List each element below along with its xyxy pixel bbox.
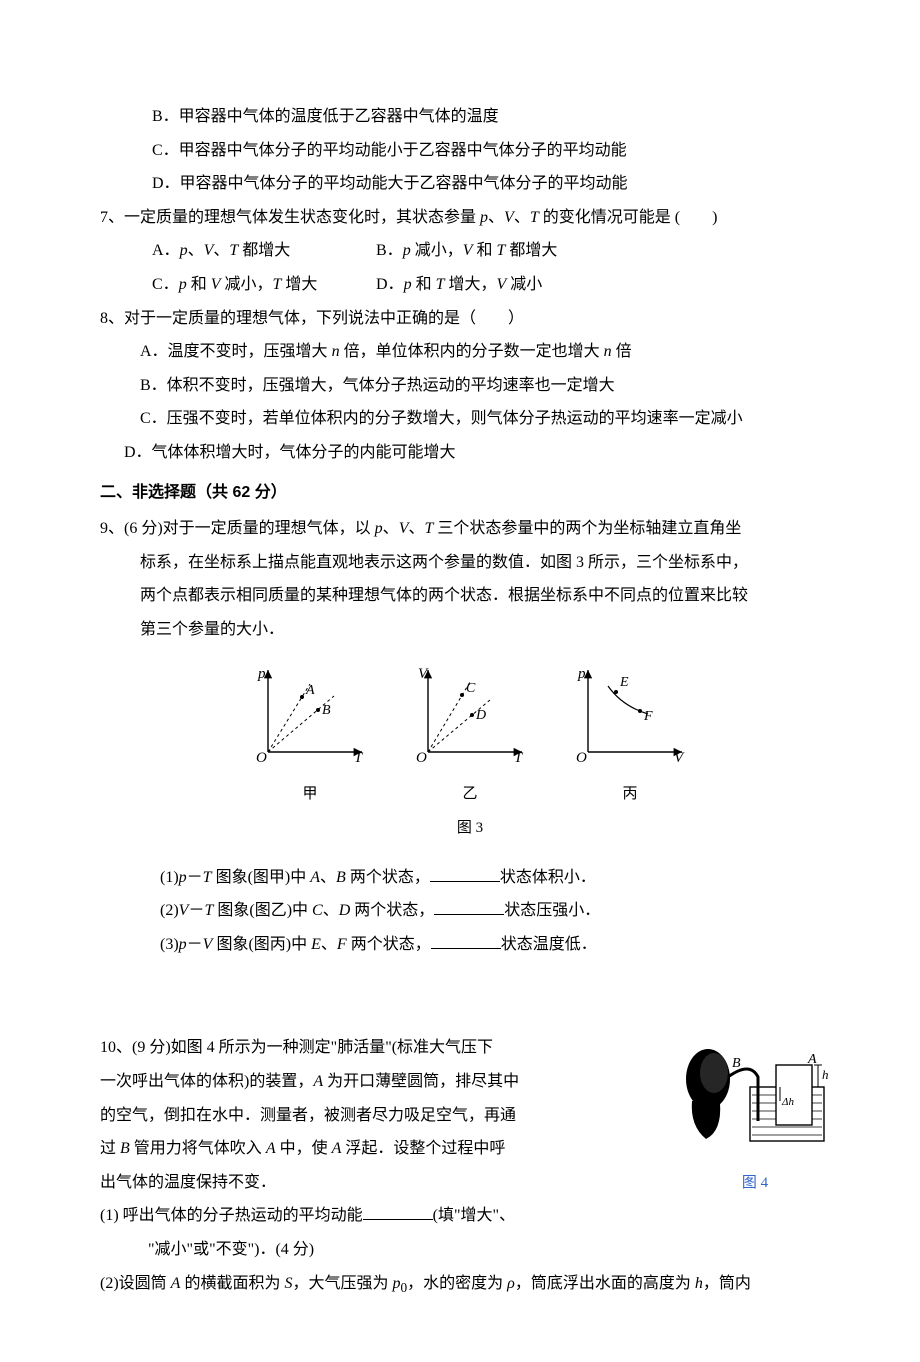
q7-V: V xyxy=(504,209,514,226)
q9-stem-l3: 两个点都表示相同质量的某种理想气体的两个状态．根据坐标系中不同点的位置来比较 xyxy=(100,579,840,613)
svg-text:O: O xyxy=(576,750,587,764)
fig3-panel-2: V T O C D 乙 xyxy=(410,664,530,808)
q6-opt-c: C．甲容器中气体分子的平均动能小于乙容器中气体分子的平均动能 xyxy=(100,134,840,168)
svg-text:V: V xyxy=(674,750,685,764)
q7-opts-line2: C．p 和 V 减小，T 增大 D．p 和 T 增大，V 减小 xyxy=(100,268,840,302)
fig3-panel-1: p T O A B 甲 xyxy=(250,664,370,808)
fig3-label-1: 甲 xyxy=(250,780,370,809)
svg-text:p: p xyxy=(577,666,586,682)
svg-text:A: A xyxy=(305,683,315,698)
q8-opt-d: D．气体体积增大时，气体分子的内能可能增大 xyxy=(100,436,840,470)
q7-T: T xyxy=(530,209,539,226)
svg-text:B: B xyxy=(322,703,331,718)
svg-text:C: C xyxy=(466,681,476,696)
svg-text:Δh: Δh xyxy=(781,1096,794,1108)
svg-text:O: O xyxy=(416,750,427,764)
svg-text:T: T xyxy=(514,750,524,764)
q7-stem: 7、一定质量的理想气体发生状态变化时，其状态参量 p、V、T 的变化情况可能是 … xyxy=(100,201,840,235)
q10-l5: 出气体的温度保持不变． xyxy=(100,1166,620,1200)
q9-stem-l4: 第三个参量的大小． xyxy=(100,613,840,647)
q6-opt-d: D．甲容器中气体分子的平均动能大于乙容器中气体分子的平均动能 xyxy=(100,167,840,201)
q7-stem-pre: 7、一定质量的理想气体发生状态变化时，其状态参量 xyxy=(100,209,480,226)
q9-sub1: (1)p－T 图象(图甲)中 A、B 两个状态，状态体积小． xyxy=(100,861,840,895)
svg-text:T: T xyxy=(354,750,364,764)
q10-l4: 过 B 管用力将气体吹入 A 中，使 A 浮起．设整个过程中呼 xyxy=(100,1132,620,1166)
q7-p: p xyxy=(480,209,488,226)
q10-l3: 的空气，倒扣在水中．测量者，被测者尽力吸足空气，再通 xyxy=(100,1099,620,1133)
svg-text:E: E xyxy=(619,675,629,690)
q7-opt-b: B．p 减小，V 和 T 都增大 xyxy=(376,242,557,259)
q10-sub2: (2)设圆筒 A 的横截面积为 S，大气压强为 p0，水的密度为 ρ，筒底浮出水… xyxy=(100,1267,840,1302)
fig3-caption: 图 3 xyxy=(100,814,840,843)
q7-stem-post: 的变化情况可能是 ( ) xyxy=(539,209,718,226)
q7-opt-d: D．p 和 T 增大，V 减小 xyxy=(376,276,542,293)
svg-text:O: O xyxy=(256,750,267,764)
q10-l1: 10、(9 分)如图 4 所示为一种测定"肺活量"(标准大气压下 xyxy=(100,1031,620,1065)
q10-sub1-l2: "减小"或"不变")．(4 分) xyxy=(100,1233,620,1267)
q8-opt-b: B．体积不变时，压强增大，气体分子热运动的平均速率也一定增大 xyxy=(100,369,840,403)
spacer xyxy=(100,961,840,1031)
q8-opt-c: C．压强不变时，若单位体积内的分子数增大，则气体分子热运动的平均速率一定减小 xyxy=(100,402,840,436)
svg-text:B: B xyxy=(732,1056,741,1071)
q7-opt-c: C．p 和 V 减小，T 增大 xyxy=(152,268,372,302)
svg-text:p: p xyxy=(257,666,266,682)
q8-opt-a: A．温度不变时，压强增大 n 倍，单位体积内的分子数一定也增大 n 倍 xyxy=(100,335,840,369)
svg-text:D: D xyxy=(475,708,486,723)
fig4-caption: 图 4 xyxy=(680,1169,830,1198)
q7-opts-line1: A．p、V、T 都增大 B．p 减小，V 和 T 都增大 xyxy=(100,234,840,268)
q7-opt-a: A．p、V、T 都增大 xyxy=(152,234,372,268)
q9-stem-l2: 标系，在坐标系上描点能直观地表示这两个参量的数值．如图 3 所示，三个坐标系中， xyxy=(100,546,840,580)
q9-blank-2[interactable] xyxy=(434,898,504,915)
q9-blank-1[interactable] xyxy=(430,865,500,882)
q6-opt-b: B．甲容器中气体的温度低于乙容器中气体的温度 xyxy=(100,100,840,134)
q10-sub1-l1: (1) 呼出气体的分子热运动的平均动能(填"增大"、 xyxy=(100,1199,620,1233)
section-2-header: 二、非选择题（共 62 分） xyxy=(100,478,840,508)
fig3-panel-3: p V O E F 丙 xyxy=(570,664,690,808)
fig3-label-2: 乙 xyxy=(410,780,530,809)
q8-stem: 8、对于一定质量的理想气体，下列说法中正确的是（ ） xyxy=(100,302,840,336)
q10-block: 10、(9 分)如图 4 所示为一种测定"肺活量"(标准大气压下 一次呼出气体的… xyxy=(100,1031,840,1266)
svg-text:F: F xyxy=(643,709,653,724)
q9-sub3: (3)p－V 图象(图丙)中 E、F 两个状态，状态温度低． xyxy=(100,928,840,962)
q9-sub2: (2)V－T 图象(图乙)中 C、D 两个状态，状态压强小． xyxy=(100,894,840,928)
fig3-label-3: 丙 xyxy=(570,780,690,809)
q10-blank-1[interactable] xyxy=(363,1203,433,1220)
q10-l2: 一次呼出气体的体积)的装置，A 为开口薄壁圆筒，排尽其中 xyxy=(100,1065,620,1099)
figure-4: B A h Δh 图 4 xyxy=(680,1031,830,1197)
figure-3: p T O A B 甲 V T O C D 乙 xyxy=(100,664,840,808)
q9-blank-3[interactable] xyxy=(431,932,501,949)
svg-text:h: h xyxy=(822,1067,829,1082)
q9-stem-l1: 9、(6 分)对于一定质量的理想气体，以 p、V、T 三个状态参量中的两个为坐标… xyxy=(100,512,840,546)
